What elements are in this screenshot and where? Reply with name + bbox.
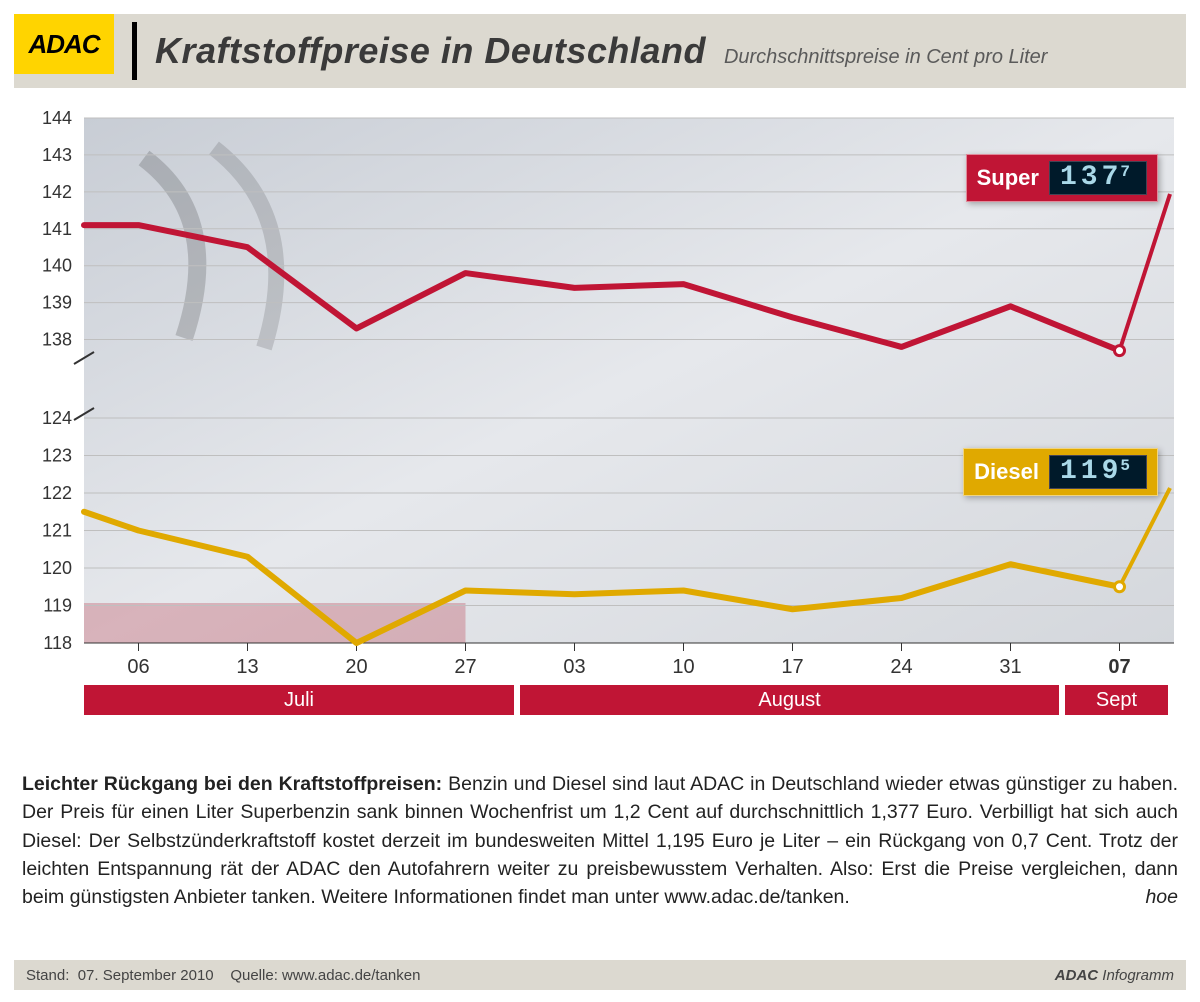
- badge-label-diesel: Diesel: [974, 459, 1039, 485]
- svg-text:121: 121: [42, 521, 72, 541]
- lcd-diesel-int: 119: [1060, 458, 1122, 486]
- svg-text:120: 120: [42, 558, 72, 578]
- lcd-super-int: 137: [1060, 164, 1122, 192]
- svg-text:143: 143: [42, 145, 72, 165]
- header-bar: ADAC Kraftstoffpreise in Deutschland Dur…: [14, 14, 1186, 88]
- month-segment: Sept: [1065, 685, 1168, 715]
- svg-text:03: 03: [563, 656, 585, 678]
- svg-text:124: 124: [42, 408, 72, 428]
- svg-text:17: 17: [781, 656, 803, 678]
- svg-text:10: 10: [672, 656, 694, 678]
- price-badge-diesel: Diesel 1195: [963, 448, 1158, 496]
- lcd-diesel-frac: 5: [1120, 458, 1134, 474]
- chart-area: 138 139 140 141 142 143 144 118 119 120 121 122 123 1…: [14, 98, 1186, 738]
- svg-text:119: 119: [43, 596, 72, 616]
- footer-credit: ADAC Infogramm: [1055, 967, 1174, 984]
- price-badge-super: Super 1377: [966, 154, 1158, 202]
- quelle-label: Quelle:: [230, 967, 278, 984]
- svg-text:27: 27: [454, 656, 476, 678]
- svg-text:123: 123: [42, 446, 72, 466]
- svg-text:122: 122: [42, 483, 72, 503]
- svg-text:140: 140: [42, 256, 72, 276]
- svg-text:144: 144: [42, 108, 72, 128]
- footer-bar: Stand: 07. September 2010 Quelle: www.ad…: [14, 960, 1186, 990]
- svg-text:06: 06: [127, 656, 149, 678]
- lcd-super: 1377: [1049, 161, 1147, 195]
- svg-text:31: 31: [999, 656, 1021, 678]
- svg-text:138: 138: [42, 330, 72, 350]
- stand-value: 07. September 2010: [78, 967, 214, 984]
- badge-label-super: Super: [977, 165, 1039, 191]
- header-titles: Kraftstoffpreise in Deutschland Durchsch…: [155, 30, 1047, 72]
- months-row: JuliAugustSept: [84, 685, 1174, 715]
- credit-italic: Infogramm: [1102, 967, 1174, 984]
- body-lead: Leichter Rückgang bei den Kraftstoffprei…: [22, 773, 442, 795]
- stand-label: Stand:: [26, 967, 69, 984]
- lcd-super-frac: 7: [1120, 164, 1134, 180]
- adac-logo: ADAC: [14, 14, 114, 74]
- svg-text:20: 20: [345, 656, 367, 678]
- month-segment: August: [520, 685, 1059, 715]
- main-title: Kraftstoffpreise in Deutschland: [155, 30, 706, 72]
- byline: hoe: [1145, 883, 1178, 911]
- subtitle: Durchschnittspreise in Cent pro Liter: [724, 46, 1047, 69]
- svg-text:07: 07: [1108, 656, 1130, 678]
- footer-left: Stand: 07. September 2010 Quelle: www.ad…: [26, 967, 420, 984]
- svg-text:13: 13: [236, 656, 258, 678]
- svg-text:141: 141: [42, 219, 72, 239]
- svg-text:139: 139: [42, 293, 72, 313]
- svg-text:142: 142: [42, 182, 72, 202]
- infographic-page: ADAC Kraftstoffpreise in Deutschland Dur…: [0, 0, 1200, 1002]
- svg-text:24: 24: [890, 656, 912, 678]
- credit-bold: ADAC: [1055, 967, 1098, 984]
- month-segment: Juli: [84, 685, 514, 715]
- body-text: Leichter Rückgang bei den Kraftstoffprei…: [22, 770, 1178, 911]
- lcd-diesel: 1195: [1049, 455, 1147, 489]
- quelle-value: www.adac.de/tanken: [282, 967, 420, 984]
- svg-text:118: 118: [43, 633, 72, 653]
- header-divider: [132, 22, 137, 80]
